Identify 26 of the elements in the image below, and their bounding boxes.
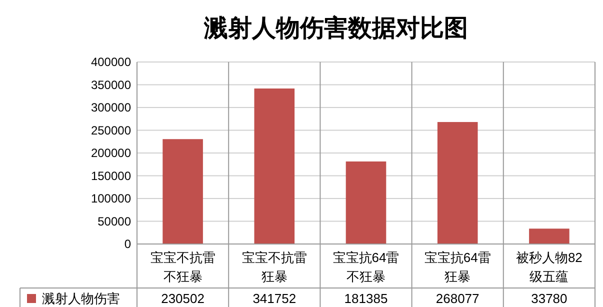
data-label: 268077 (436, 291, 480, 306)
x-tick-label: 宝宝抗64雷狂暴 (424, 250, 491, 284)
bar (162, 139, 203, 244)
x-tick-label: 被秒人物82级五蕴 (516, 250, 582, 284)
bar (346, 161, 386, 244)
y-tick-label: 300000 (90, 100, 132, 115)
data-label: 341752 (252, 291, 296, 306)
y-tick-label: 350000 (90, 78, 132, 92)
y-tick-label: 150000 (90, 168, 132, 183)
legend-label: 溅射人物伤害 (42, 291, 120, 306)
y-tick-label: 400000 (90, 55, 132, 70)
data-label: 181385 (344, 291, 388, 306)
y-tick-label: 0 (124, 237, 132, 252)
bar (437, 122, 478, 244)
data-label: 230502 (161, 291, 204, 306)
x-tick-label: 宝宝不抗雷狂暴 (242, 250, 307, 284)
y-tick-label: 200000 (90, 146, 132, 160)
x-tick-label: 宝宝不抗雷不狂暴 (150, 250, 216, 284)
y-tick-label: 250000 (90, 123, 132, 138)
chart-title: 溅射人物伤害数据对比图 (203, 14, 468, 42)
bar (254, 88, 295, 244)
y-tick-label: 50000 (98, 214, 132, 228)
x-tick-label: 宝宝抗64雷不狂暴 (332, 250, 400, 284)
data-label: 33780 (531, 291, 568, 306)
bar (529, 228, 570, 244)
y-tick-label: 100000 (90, 192, 132, 206)
